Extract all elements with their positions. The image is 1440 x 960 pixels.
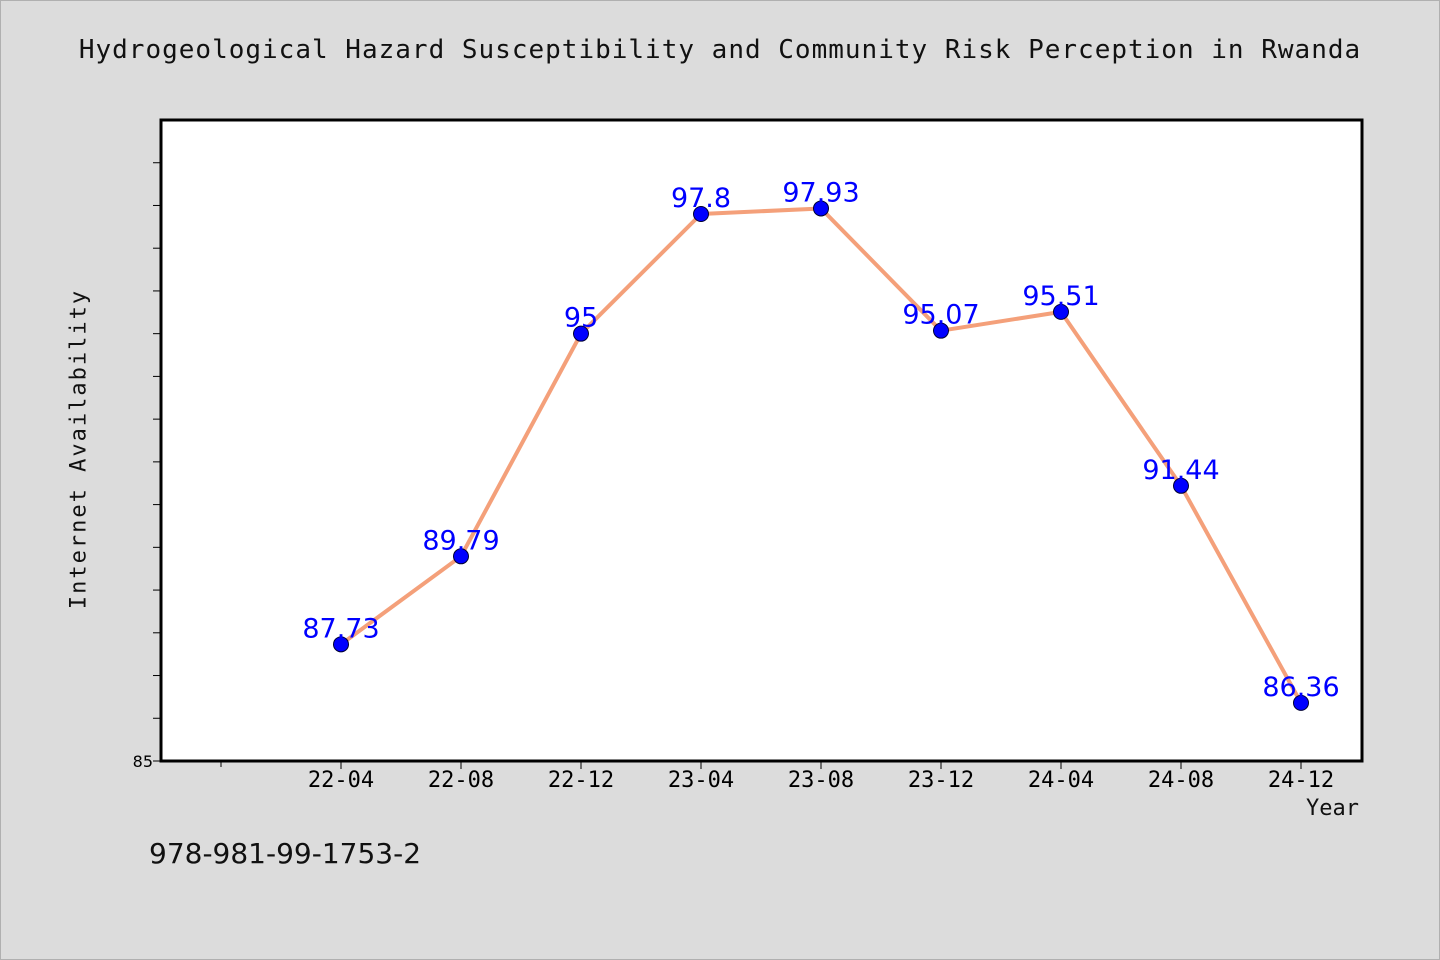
y-axis-label: Internet Availability bbox=[66, 288, 92, 610]
x-tick-label: 24-12 bbox=[1268, 768, 1334, 793]
data-point bbox=[1173, 477, 1189, 494]
x-tick-label: 22-08 bbox=[428, 768, 494, 793]
data-label: 87.73 bbox=[302, 613, 379, 644]
plot-area bbox=[159, 118, 1364, 763]
data-label: 91.44 bbox=[1142, 455, 1219, 486]
x-axis-label: Year bbox=[1306, 796, 1359, 821]
data-point bbox=[933, 322, 949, 339]
data-point bbox=[333, 636, 349, 653]
data-point bbox=[573, 325, 589, 342]
data-point bbox=[453, 548, 469, 565]
x-tick-label: 24-04 bbox=[1028, 768, 1094, 793]
x-tick-label: 23-12 bbox=[908, 768, 974, 793]
data-point bbox=[693, 206, 709, 223]
x-tick-label: 24-08 bbox=[1148, 768, 1214, 793]
data-label: 86.36 bbox=[1262, 672, 1339, 703]
data-label: 97.93 bbox=[782, 177, 859, 208]
isbn-text: 978-981-99-1753-2 bbox=[149, 837, 422, 870]
y-tick-label: 85 bbox=[133, 752, 153, 771]
data-label: 89.79 bbox=[422, 525, 499, 556]
x-tick-label: 22-12 bbox=[548, 768, 614, 793]
x-tick-label: 22-04 bbox=[308, 768, 374, 793]
x-tick-label: 23-04 bbox=[668, 768, 734, 793]
data-point bbox=[1053, 303, 1069, 320]
chart-title: Hydrogeological Hazard Susceptibility an… bbox=[78, 35, 1362, 65]
x-tick-label: 23-08 bbox=[788, 768, 854, 793]
data-label: 97.8 bbox=[671, 183, 731, 214]
data-point bbox=[813, 200, 829, 217]
data-label: 95.51 bbox=[1022, 281, 1099, 312]
data-label: 95.07 bbox=[902, 300, 979, 331]
data-point bbox=[1293, 694, 1309, 711]
data-label: 95 bbox=[564, 303, 598, 334]
